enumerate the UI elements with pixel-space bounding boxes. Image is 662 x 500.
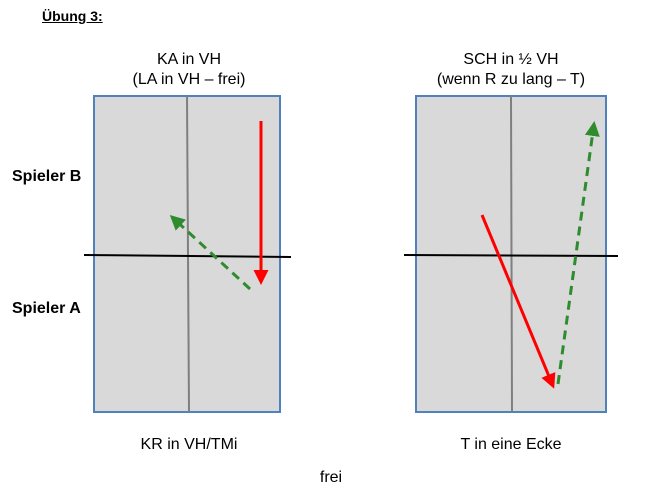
right-dashed-arrow (556, 121, 600, 385)
left-table-center-line (186, 95, 190, 413)
player-b-label: Spieler B (12, 168, 82, 185)
left-table-net (83, 254, 292, 258)
right-table-center-line (510, 95, 513, 413)
right-table-title-line1: SCH in ½ VH (463, 51, 559, 68)
right-table-title: SCH in ½ VH (wenn R zu lang – T) (406, 50, 616, 90)
right-table-net (403, 254, 619, 257)
exercise-heading: Übung 3: (42, 8, 103, 24)
footer-note: frei (319, 469, 343, 486)
player-a-label: Spieler A (12, 300, 81, 317)
right-table-caption: T in eine Ecke (460, 436, 562, 453)
left-table-title: KA in VH (LA in VH – frei) (94, 50, 284, 90)
left-table-title-line2: (LA in VH – frei) (132, 71, 246, 88)
left-dashed-arrow (169, 214, 252, 291)
right-table-title-line2: (wenn R zu lang – T) (436, 71, 586, 88)
left-table-title-line1: KA in VH (156, 51, 222, 68)
left-table-caption: KR in VH/TMi (140, 436, 238, 453)
right-solid-arrow (480, 214, 556, 389)
